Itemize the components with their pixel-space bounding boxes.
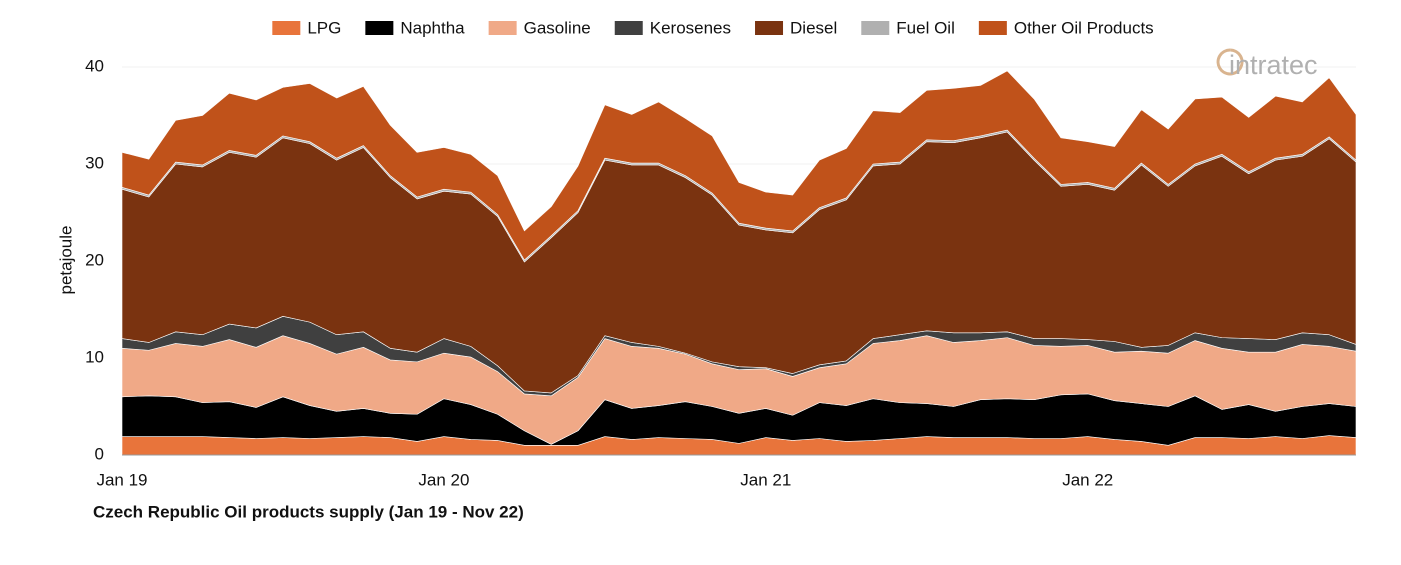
y-tick-label: 30 xyxy=(85,153,104,172)
x-tick-label: Jan 22 xyxy=(1062,470,1113,489)
legend-item: Gasoline xyxy=(488,18,591,37)
legend-label: Other Oil Products xyxy=(1014,18,1154,37)
axes: 0 10 20 30 40 Jan 19 Jan 20 Jan 21 Jan 22 xyxy=(85,56,1356,489)
legend-label: Kerosenes xyxy=(650,18,731,37)
logo: intratec xyxy=(1216,48,1318,80)
legend-item: Kerosenes xyxy=(614,18,731,37)
areas xyxy=(121,70,1357,456)
legend-label: Naphtha xyxy=(400,18,465,37)
legend-item: Naphtha xyxy=(365,18,465,37)
legend-swatch xyxy=(978,21,1007,35)
legend-item: Fuel Oil xyxy=(861,18,955,37)
legend-item: LPG xyxy=(272,18,341,37)
legend-item: Diesel xyxy=(755,18,837,37)
legend-label: Gasoline xyxy=(524,18,591,37)
y-tick-label: 0 xyxy=(95,444,104,463)
logo-icon xyxy=(1216,48,1244,76)
legend-label: Fuel Oil xyxy=(896,18,955,37)
legend: LPG Naphtha Gasoline Kerosenes Diesel Fuel Oi… xyxy=(272,18,1154,37)
legend-swatch xyxy=(861,21,890,35)
y-tick-label: 10 xyxy=(85,347,104,366)
y-tick-label: 20 xyxy=(85,250,104,269)
chart-title: Czech Republic Oil products supply (Jan … xyxy=(93,502,524,521)
legend-label: Diesel xyxy=(790,18,837,37)
legend-swatch xyxy=(365,21,394,35)
legend-item: Other Oil Products xyxy=(978,18,1154,37)
legend-swatch xyxy=(755,21,784,35)
legend-swatch xyxy=(272,21,301,35)
x-tick-label: Jan 19 xyxy=(96,470,147,489)
logo-text: intratec xyxy=(1229,50,1318,80)
legend-label: LPG xyxy=(307,18,341,37)
y-axis-label: petajoule xyxy=(56,225,75,294)
legend-swatch xyxy=(614,21,643,35)
legend-swatch xyxy=(488,21,517,35)
x-tick-label: Jan 20 xyxy=(418,470,469,489)
area xyxy=(121,70,1357,261)
x-tick-label: Jan 21 xyxy=(740,470,791,489)
y-tick-label: 40 xyxy=(85,56,104,75)
